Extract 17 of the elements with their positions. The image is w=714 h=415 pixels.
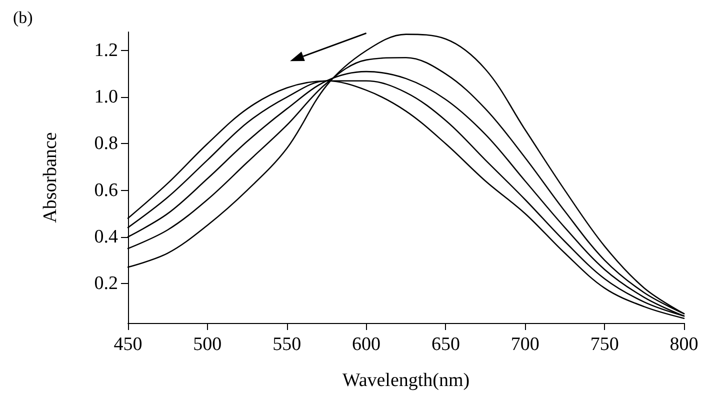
x-tick-label: 800: [670, 334, 698, 355]
y-tick-label: 1.2: [94, 40, 118, 62]
x-axis-title: Wavelength(nm): [342, 370, 470, 391]
y-tick-label: 0.6: [94, 180, 118, 201]
chart-title: (b): [13, 8, 33, 27]
x-tick-label: 750: [590, 334, 619, 355]
y-tick-label: 0.4: [94, 226, 118, 248]
x-tick-label: 500: [193, 334, 222, 355]
y-axis-title: Absorbance: [40, 132, 61, 223]
x-tick-label: 550: [272, 334, 302, 355]
y-tick-label: 0.8: [94, 133, 118, 154]
y-tick-label: 0.2: [94, 272, 118, 294]
x-tick-label: 600: [352, 334, 381, 355]
y-tick-label: 1.0: [94, 86, 118, 108]
x-tick-label: 650: [431, 334, 460, 355]
x-tick-label: 450: [114, 334, 142, 355]
x-tick-label: 700: [510, 334, 540, 355]
